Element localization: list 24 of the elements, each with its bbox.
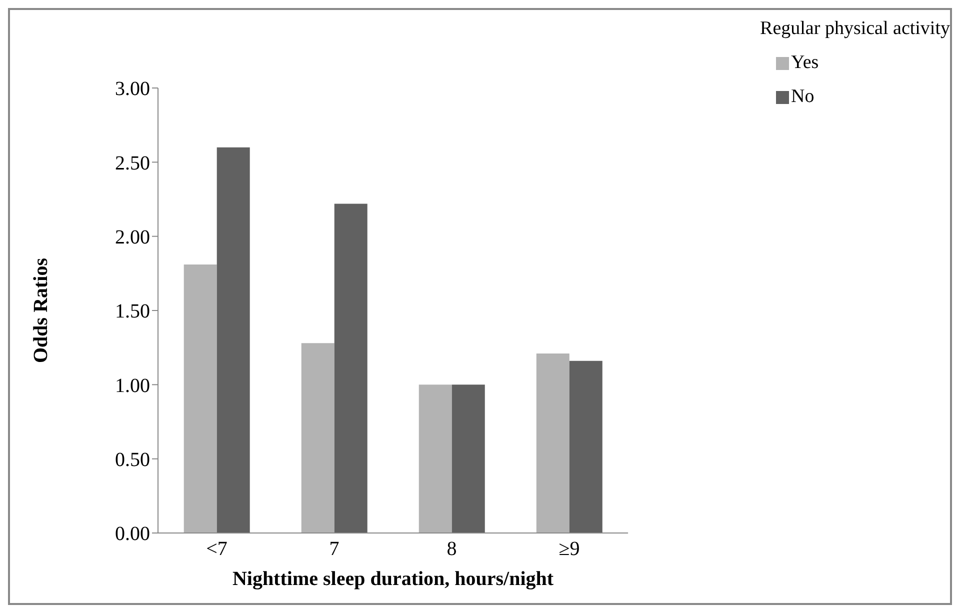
x-tick-label: 8	[446, 538, 457, 560]
y-tick-label: 3.00	[115, 78, 150, 100]
legend-label: Yes	[791, 52, 819, 74]
bar	[301, 343, 334, 533]
x-tick-label: 7	[329, 538, 340, 560]
bar	[569, 360, 602, 533]
bar	[184, 264, 217, 533]
x-tick-label: <7	[206, 538, 228, 560]
bar	[334, 204, 368, 533]
bar	[452, 384, 485, 533]
y-tick-label: 0.00	[115, 523, 150, 546]
legend-title: Regular physical activity	[760, 18, 950, 40]
bar	[418, 384, 452, 533]
x-tick-label: ≥9	[558, 538, 580, 560]
bar	[216, 147, 250, 533]
y-tick-label: 2.50	[115, 152, 150, 174]
y-tick-label: 1.00	[115, 374, 150, 397]
legend-label: No	[791, 86, 814, 108]
y-tick-label: 2.00	[115, 226, 150, 248]
x-axis-title: Nighttime sleep duration, hours/night	[232, 568, 554, 590]
bar	[536, 354, 570, 533]
y-tick-label: 0.50	[115, 448, 150, 471]
y-tick-label: 1.50	[115, 300, 150, 323]
y-axis-title: Odds Ratios	[30, 258, 52, 364]
